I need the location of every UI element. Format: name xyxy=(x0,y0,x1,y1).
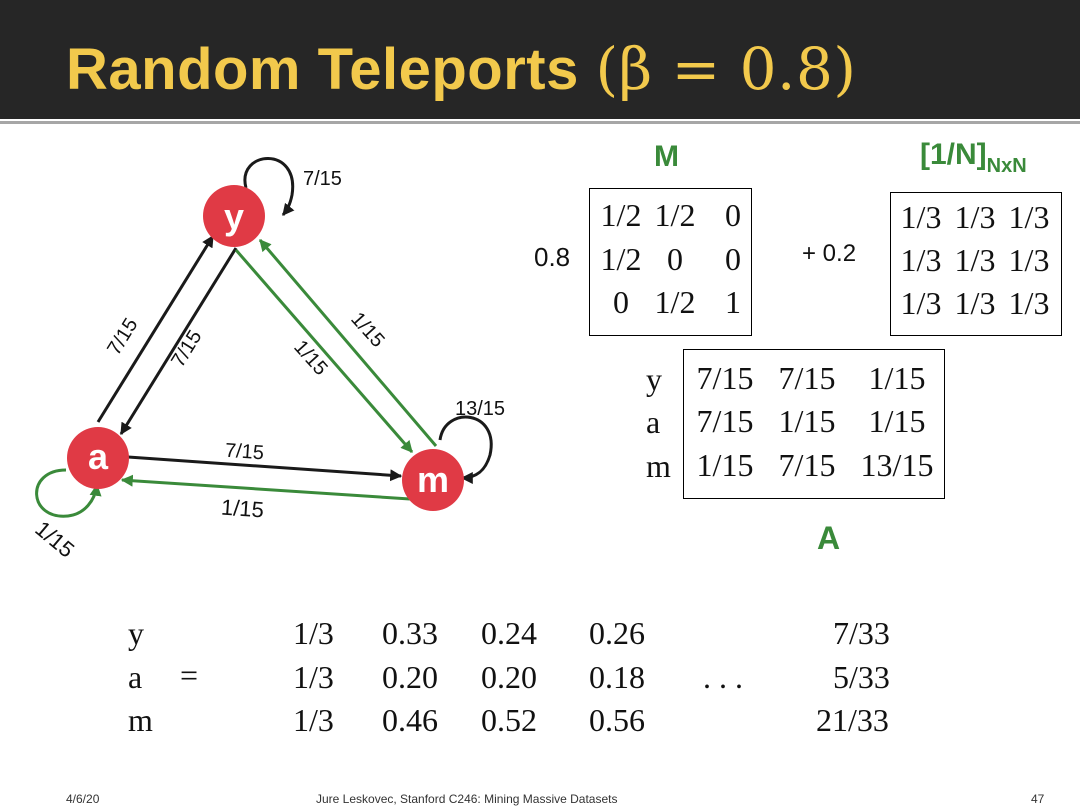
node-a-label: a xyxy=(88,436,109,477)
label-y-to-m: 1/15 xyxy=(289,336,331,380)
matrix-teleport-cell: 1/3 xyxy=(1008,285,1050,321)
iteration-row-label: a xyxy=(128,659,143,695)
matrix-a-row-label: m xyxy=(646,448,671,484)
edge-m-to-y xyxy=(258,239,438,447)
matrix-m: 1/2 1/2 0 1/2 0 0 0 1/2 1 xyxy=(589,188,752,336)
matrix-teleport-cell: 1/3 xyxy=(954,199,996,235)
matrix-a-cell: 1/15 xyxy=(868,403,926,439)
matrix-a-row-label: a xyxy=(646,404,661,440)
iteration-row-label: y xyxy=(128,615,144,651)
matrix-teleport-subscript: NxN xyxy=(986,155,1027,177)
matrix-m-cell: 1/2 xyxy=(600,197,642,233)
iteration-final: 7/33 xyxy=(833,615,890,651)
matrix-teleport-cell: 1/3 xyxy=(1008,199,1050,235)
matrix-m-cell: 1/2 xyxy=(654,284,696,320)
edge-y-self xyxy=(243,157,295,216)
matrix-teleport-label-main: [1/N] xyxy=(920,138,987,171)
slide-title-beta: (β = 0.8) xyxy=(595,35,857,103)
matrix-m-cell: 1/2 xyxy=(600,241,642,277)
iteration-value: 1/3 xyxy=(293,659,334,695)
iteration-value: 0.20 xyxy=(382,659,438,695)
matrix-a-cell: 13/15 xyxy=(860,447,934,483)
matrix-a-cell: 1/15 xyxy=(696,447,754,483)
matrix-m-cell: 1 xyxy=(725,284,741,320)
matrix-teleport-cell: 1/3 xyxy=(954,242,996,278)
matrix-teleport-coefficient: + 0.2 xyxy=(802,240,857,267)
matrix-teleport-cell: 1/3 xyxy=(900,242,942,278)
edge-m-to-a xyxy=(120,474,411,501)
matrix-m-cell: 1/2 xyxy=(654,197,696,233)
graph-diagram: y a m 7/15 7/15 7/15 1/15 1/15 13/15 7/1… xyxy=(30,157,505,563)
matrix-a-cell: 7/15 xyxy=(778,360,836,396)
iteration-value: 0.46 xyxy=(382,702,438,738)
edge-a-to-y xyxy=(96,234,215,423)
iteration-value: 1/3 xyxy=(293,615,334,651)
matrix-teleport-cell: 1/3 xyxy=(1008,242,1050,278)
label-m-to-y: 1/15 xyxy=(346,308,388,352)
iteration-value: 0.52 xyxy=(481,702,537,738)
matrix-teleport-cell: 1/3 xyxy=(900,199,942,235)
iteration-value: 0.18 xyxy=(589,659,645,695)
node-y-label: y xyxy=(224,196,244,237)
edge-m-self xyxy=(438,415,493,484)
matrix-m-cell: 0 xyxy=(725,241,741,277)
iteration-value: 0.24 xyxy=(481,615,537,651)
title-bar xyxy=(0,0,1080,119)
matrix-a-cell: 7/15 xyxy=(778,447,836,483)
iteration-value: 0.33 xyxy=(382,615,438,651)
footer-course: Jure Leskovec, Stanford C246: Mining Mas… xyxy=(316,792,618,806)
matrix-teleport-label: [1/N]NxN xyxy=(920,138,1027,177)
label-m-to-a: 1/15 xyxy=(220,495,264,523)
matrix-teleport: 1/3 1/3 1/3 1/3 1/3 1/3 1/3 1/3 1/3 xyxy=(890,192,1062,336)
node-y xyxy=(203,185,265,247)
matrix-teleport-cell: 1/3 xyxy=(954,285,996,321)
iteration-value: 1/3 xyxy=(293,702,334,738)
edge-a-to-m xyxy=(127,455,403,482)
label-m-self: 13/15 xyxy=(455,398,505,420)
label-a-to-y: 7/15 xyxy=(103,314,142,359)
edge-a-self xyxy=(35,468,102,518)
footer-date: 4/6/20 xyxy=(66,792,100,806)
matrix-m-label: M xyxy=(654,140,679,173)
iteration-value: 0.56 xyxy=(589,702,645,738)
matrix-a-cell: 7/15 xyxy=(696,403,754,439)
matrix-m-cell: 0 xyxy=(667,241,683,277)
label-y-to-a: 7/15 xyxy=(167,326,206,371)
node-a xyxy=(67,427,129,489)
iteration-equals: = xyxy=(180,657,199,693)
slide-title: Random Teleports (β = 0.8) xyxy=(66,35,856,103)
iteration-final: 21/33 xyxy=(816,702,889,738)
label-y-self: 7/15 xyxy=(303,168,342,190)
matrix-a-label: A xyxy=(817,520,841,556)
matrix-m-cell: 0 xyxy=(613,284,629,320)
matrix-m-coefficient: 0.8 xyxy=(534,242,571,272)
matrix-teleport-cell: 1/3 xyxy=(900,285,942,321)
title-divider xyxy=(0,121,1080,124)
matrix-m-cell: 0 xyxy=(725,197,741,233)
iteration-value: 0.20 xyxy=(481,659,537,695)
matrix-a: 7/15 7/15 1/15 7/15 1/15 1/15 1/15 7/15 … xyxy=(683,349,945,499)
iteration-row-label: m xyxy=(128,702,153,738)
matrix-a-cell: 7/15 xyxy=(696,360,754,396)
iteration-ellipsis: . . . xyxy=(703,659,743,695)
iteration-value: 0.26 xyxy=(589,615,645,651)
footer-page-number: 47 xyxy=(1031,792,1045,806)
node-m-label: m xyxy=(417,459,449,500)
iteration-final: 5/33 xyxy=(833,659,890,695)
matrix-a-cell: 1/15 xyxy=(868,360,926,396)
matrix-a-cell: 1/15 xyxy=(778,403,836,439)
node-m xyxy=(402,449,464,511)
matrix-a-row-label: y xyxy=(646,361,662,397)
edge-y-to-a xyxy=(119,247,238,436)
label-a-to-m: 7/15 xyxy=(224,440,264,465)
edge-y-to-m xyxy=(234,249,414,453)
label-a-self: 1/15 xyxy=(30,516,79,563)
slide-title-main: Random Teleports xyxy=(66,37,596,102)
